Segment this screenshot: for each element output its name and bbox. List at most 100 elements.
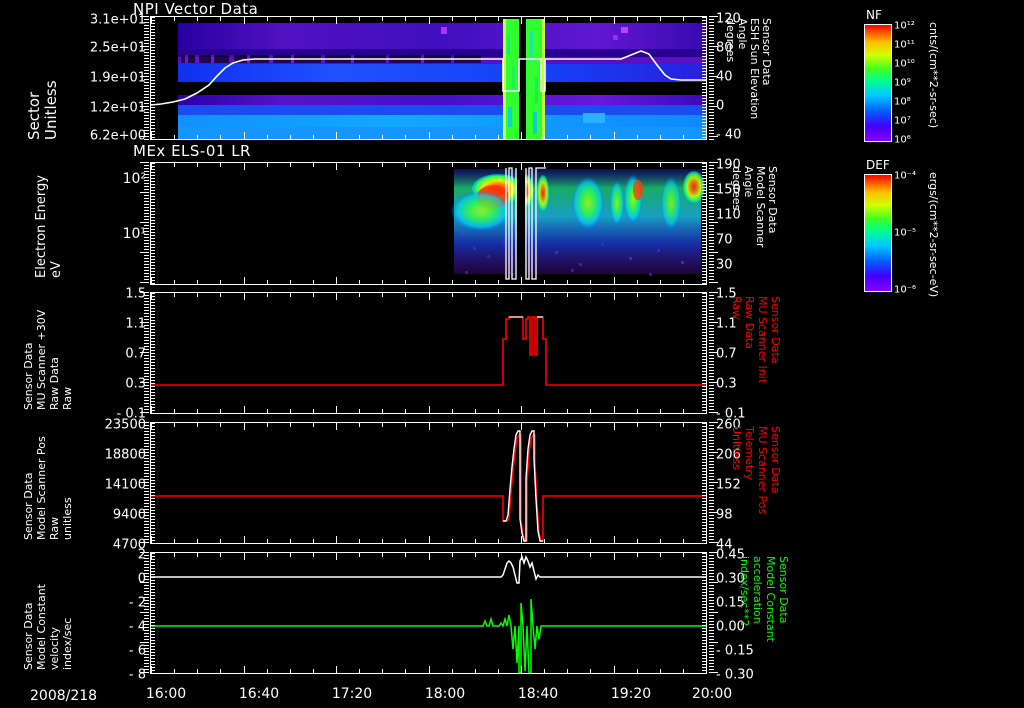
cbtick: 10⁹: [894, 77, 911, 89]
els-right-ticks: 190 150 110 70 30: [716, 158, 776, 285]
xtick: 17:20: [331, 686, 373, 702]
els-left-axis-label: Electron Energy eV: [34, 175, 64, 278]
ytick: 70: [716, 232, 733, 248]
panel-title-npi: NPI Vector Data: [133, 0, 259, 18]
y-tick-rail-right: [709, 552, 718, 674]
cbtick: 10¹¹: [894, 39, 915, 51]
els-spectrogram: [151, 163, 706, 284]
scanner30v-left-axis-label: Sensor Data MU Scanner +30V Raw Data Raw: [22, 310, 74, 410]
xtick: 18:00: [424, 686, 466, 702]
scannerpos-trace: [151, 423, 706, 543]
velocity-trace: [151, 553, 706, 673]
axis-label-line: velocity: [48, 627, 61, 670]
xtick: 16:00: [145, 686, 187, 702]
ytick: 98: [716, 507, 733, 523]
plot-area-scanner30v[interactable]: [150, 292, 707, 414]
nf-colorbar-ticks: 10¹² 10¹¹ 10¹⁰ 10⁹ 10⁸ 10⁷ 10⁶: [894, 20, 954, 146]
npi-left-axis-label: Sector Unitless: [25, 80, 60, 140]
npi-left-ticks: 3.1e+01 2.5e+01 1.9e+01 1.2e+01 6.2e+00: [60, 12, 146, 144]
axis-label-line: Model Constant: [764, 556, 777, 642]
ytick: 120: [716, 11, 741, 27]
axis-label-line: index/sec: [61, 617, 74, 670]
cbtick: 10⁷: [894, 115, 911, 127]
y-tick-rail-left: [140, 552, 149, 674]
ytick: 1.5: [716, 286, 737, 302]
ytick: 0.7: [125, 346, 146, 362]
npi-spectrogram: [151, 17, 706, 139]
scanner30v-right-ticks: 1.5 1.1 0.7 0.3 - 0.1: [716, 287, 776, 422]
def-colorbar-title: DEF: [866, 158, 890, 172]
plot-area-els[interactable]: [150, 162, 707, 285]
x-axis-ticks: 16:00 16:40 17:20 18:00 18:40 19:20 20:0…: [146, 686, 732, 706]
plot-area-scannerpos[interactable]: [150, 422, 707, 544]
scannerpos-left-ticks: 23500 18800 14100 9400 4700: [60, 418, 146, 553]
ytick: 150: [716, 182, 741, 198]
ytick: 1.2e+01: [89, 100, 146, 116]
axis-label-line: Unitless: [42, 80, 60, 140]
ytick: 206: [716, 447, 741, 463]
def-colorbar-bar: [864, 174, 892, 292]
axis-label-line: MU Scanner Init: [756, 296, 769, 384]
xtick: 16:40: [238, 686, 280, 702]
axis-label-line: Angle: [736, 18, 749, 50]
scanner30v-left-ticks: 1.5 1.1 0.7 0.3 - 0.1: [60, 287, 147, 422]
ytick: 0.30: [716, 571, 745, 587]
ytick: 1.1: [125, 316, 146, 332]
plot-area-velocity[interactable]: [150, 552, 707, 674]
y-tick-rail-left: [140, 422, 149, 544]
axis-label-line: Raw: [730, 296, 743, 320]
axis-label-line: Raw Data: [743, 296, 756, 349]
ytick: 3.1e+01: [89, 12, 146, 28]
ytick: 30: [716, 257, 733, 273]
axis-label-line: Sensor Data: [766, 166, 779, 234]
axis-label-line: Sensor Data: [22, 342, 35, 410]
ytick: 2: [137, 547, 146, 563]
axis-label-line: unitless: [61, 497, 74, 540]
ytick: - 0.30: [716, 667, 754, 683]
ytick: 0: [716, 98, 725, 114]
ytick: 1.5: [125, 286, 146, 302]
ytick: 190: [716, 157, 741, 173]
ytick: - 0.1: [116, 406, 147, 422]
ytick: - 6: [128, 643, 146, 659]
ytick: 0.3: [716, 376, 737, 392]
ytick: - 8: [128, 667, 146, 683]
velocity-right-ticks: 0.45 0.30 0.15 0.00 - 0.15 - 0.30: [716, 548, 782, 683]
axis-label-line: Model Scanner: [754, 166, 767, 248]
axis-label-line: degrees: [724, 18, 737, 63]
ytick: - 0.1: [716, 406, 746, 422]
els-right-axis-label: Sensor Data Model Scanner Angle degrees: [730, 166, 779, 248]
scanner30v-right-axis-label: Sensor Data MU Scanner Init Raw Data Raw: [730, 296, 782, 383]
axis-label-line: MU Scanner Pos: [756, 426, 769, 515]
ytick: - 2: [128, 595, 146, 611]
npi-right-axis-label: Sensor Data ESH Sun Elevation Angle degr…: [724, 18, 773, 120]
axis-label-line: Raw: [61, 386, 74, 410]
xtick: 20:00: [691, 686, 733, 702]
ytick: 4700: [112, 537, 146, 553]
y-tick-rail-left: [140, 16, 149, 140]
axis-label-line: Sector: [25, 91, 43, 140]
ytick: 14100: [104, 477, 146, 493]
axis-label-line: Sensor Data: [22, 472, 35, 540]
axis-label-line: Sensor Data: [769, 296, 782, 364]
cbtick: 10¹²: [894, 20, 915, 32]
y-tick-rail-right: [709, 422, 718, 544]
axis-label-line: Angle: [742, 166, 755, 198]
axis-label-line: Sensor Data: [777, 556, 790, 624]
y-tick-rail-left: [140, 162, 149, 285]
nf-colorbar-unit: cnts/(cm**2-sr-sec): [927, 22, 940, 129]
cbtick: 10⁻⁵: [894, 227, 917, 239]
ytick: 0.3: [125, 376, 146, 392]
ytick: - 40: [716, 127, 742, 143]
ytick: 110: [716, 207, 741, 223]
els-left-ticks: 10² 10¹: [60, 162, 146, 285]
axis-label-line: ESH Sun Elevation: [748, 18, 761, 120]
velocity-right-axis-label: Sensor Data Model Constant acceleration …: [738, 556, 790, 642]
cbtick: 10⁻⁶: [894, 284, 917, 296]
ytick: 40: [716, 69, 733, 85]
velocity-left-ticks: 2 0 - 2 - 4 - 6 - 8: [60, 548, 146, 683]
cbtick: 10⁸: [894, 96, 911, 108]
ytick: 0.45: [716, 547, 745, 563]
axis-label-line: eV: [49, 261, 64, 278]
plot-area-npi[interactable]: [150, 16, 707, 140]
